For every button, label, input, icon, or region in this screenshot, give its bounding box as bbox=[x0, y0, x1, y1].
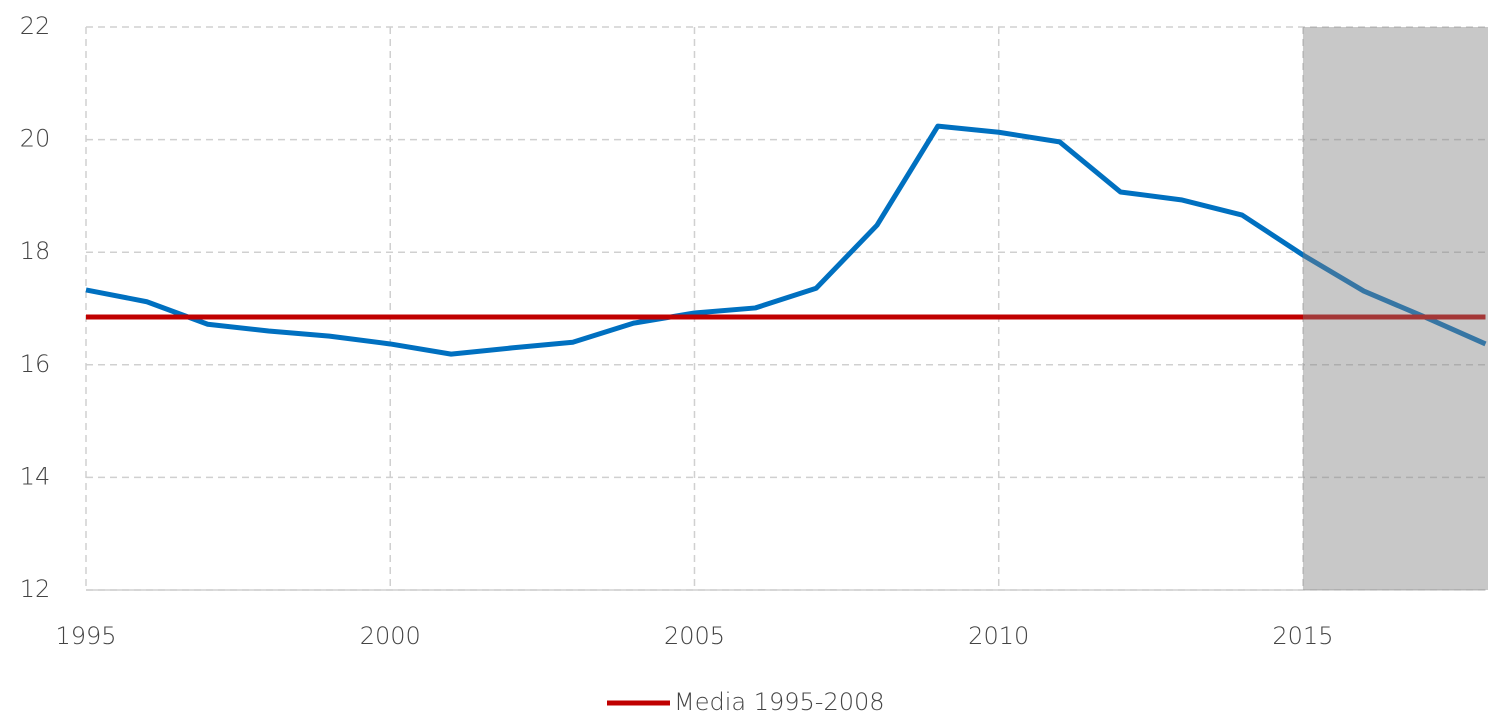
shaded-span bbox=[1302, 27, 1488, 590]
x-tick-label: 2000 bbox=[360, 622, 421, 650]
y-tick-label: 16 bbox=[20, 350, 51, 378]
x-tick-label: 2015 bbox=[1272, 622, 1333, 650]
x-tick-label: 2010 bbox=[968, 622, 1029, 650]
y-tick-label: 14 bbox=[20, 462, 51, 490]
y-tick-label: 22 bbox=[20, 12, 51, 40]
y-tick-label: 18 bbox=[20, 237, 51, 265]
x-tick-label: 1995 bbox=[55, 622, 116, 650]
data-line bbox=[85, 123, 1487, 357]
y-tick-label: 12 bbox=[20, 575, 51, 603]
x-tick-label: 2005 bbox=[664, 622, 725, 650]
legend-label: Media 1995-2008 bbox=[674, 688, 885, 716]
y-tick-label: 20 bbox=[20, 125, 51, 153]
